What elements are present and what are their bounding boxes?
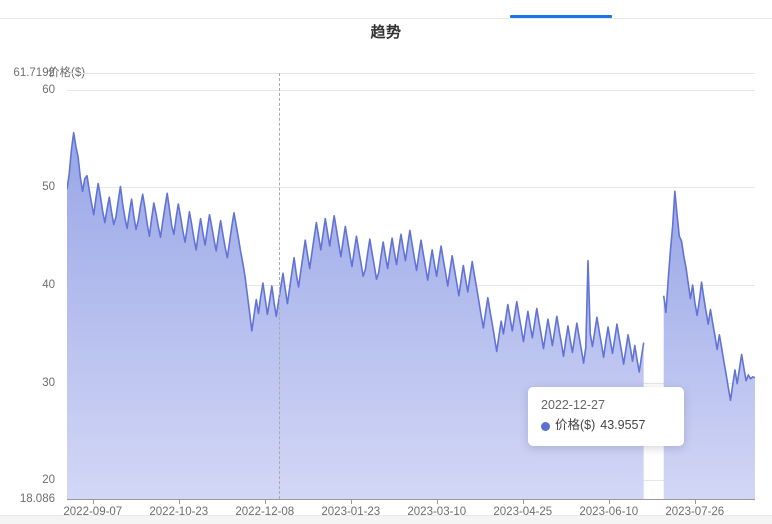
y-axis-tick-label: 20 [42,474,55,487]
x-axis-tickmark [522,500,524,504]
tooltip-series-row: 价格($) 43.9557 [541,416,671,435]
y-axis-tick-label: 60 [42,83,55,96]
x-axis-tickmark [264,500,266,504]
x-axis-tickmark [436,500,438,504]
y-axis-tick-label: 30 [42,376,55,389]
x-axis-tickmark [350,500,352,504]
x-axis-tickmark [92,500,94,504]
series-marker-dot [541,421,550,431]
x-axis-tickmark [178,500,180,504]
gridline [67,187,755,189]
x-axis-tickmark [694,500,696,504]
chart-container[interactable]: 价格($) 61.7192 60 50 40 30 20 18.086 2022-09-07… [0,18,772,518]
tab-active-indicator[interactable] [510,15,612,18]
y-axis-tick-label: 50 [42,181,55,194]
footer-strip [0,515,772,524]
x-axis-tickmark [608,500,610,504]
price-series [67,131,755,499]
plot-area[interactable] [67,73,755,499]
series-line [67,131,645,373]
chart-title: 趋势 [370,24,402,41]
series-area [663,191,755,499]
series-line [662,190,755,402]
tooltip-date: 2022-12-27 [541,398,605,412]
tooltip-series-label: 价格($) [555,418,596,433]
marker-dashed-line [278,73,280,499]
y-axis-tick-label: 61.7192 [13,67,55,79]
y-axis-title: 价格($) [48,67,86,79]
chart-tooltip: 2022-12-27 价格($) 43.9557 [528,387,684,446]
gridline [67,73,755,74]
y-axis-tick-label: 18.086 [19,493,55,505]
tabbar [0,0,772,19]
tooltip-series-value: 43.9557 [600,418,646,433]
gridline [67,89,755,91]
x-axis-line [67,499,755,500]
y-axis-tick-label: 40 [42,279,55,292]
tab-active-label[interactable] [510,0,612,13]
